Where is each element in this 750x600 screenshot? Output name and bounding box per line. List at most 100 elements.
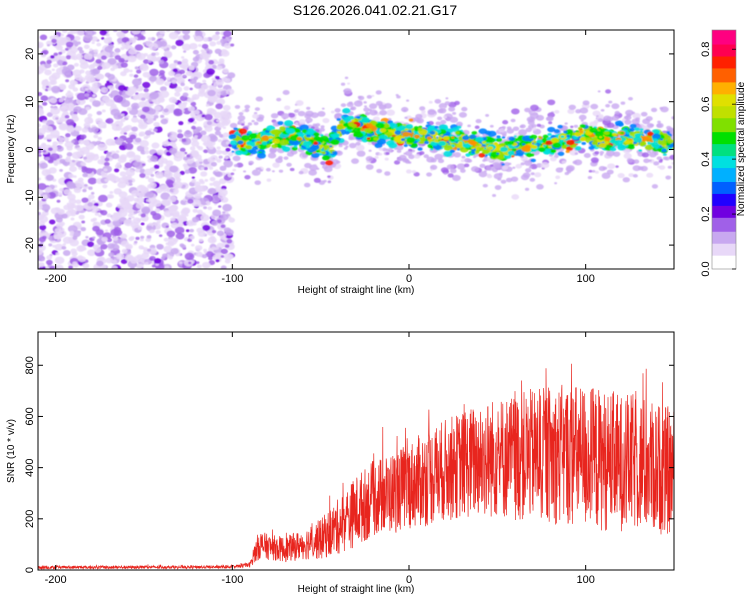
spectrogram-signal-halo — [413, 154, 421, 159]
spectrogram-signal-halo — [343, 88, 352, 95]
colorbar-cell — [712, 267, 736, 270]
spectrogram-noise-blob — [212, 209, 222, 217]
spectrogram-signal-halo — [566, 170, 572, 174]
spectrogram-noise-blob — [38, 70, 41, 75]
spectrogram-signal-halo — [283, 117, 286, 120]
spectrogram-noise-blob — [208, 145, 214, 150]
spectrogram-signal-blob — [529, 135, 534, 139]
spectrogram-noise-blob — [120, 46, 125, 51]
spectrogram-noise-blob — [55, 134, 61, 139]
spectrogram-signal-blob — [356, 115, 361, 119]
spectrogram-noise-blob — [87, 177, 97, 185]
spectrogram-noise-blob — [178, 121, 184, 126]
colorbar-cell — [712, 165, 736, 169]
spectrogram-noise-blob — [45, 174, 54, 181]
spectrogram-signal-blob — [547, 132, 552, 136]
spectrogram-signal-blob — [559, 139, 565, 143]
spectrogram-noise-blob — [134, 137, 142, 143]
spectrogram-noise-blob — [97, 73, 105, 80]
spectrogram-noise-blob — [188, 261, 192, 265]
spectrogram-noise-blob — [38, 248, 43, 256]
spectrogram-noise-blob — [55, 252, 60, 256]
spectrogram-signal-blob — [283, 120, 294, 127]
spectrogram-noise-blob — [206, 121, 213, 126]
spectrogram-noise-blob — [120, 258, 128, 265]
spectrogram-signal-halo — [520, 124, 526, 129]
colorbar-cell — [712, 167, 736, 171]
spectrogram-noise-blob — [153, 128, 158, 132]
spectrogram-noise-blob — [134, 66, 139, 70]
spectrogram-signal-halo — [572, 160, 578, 165]
spectrogram-noise-blob — [87, 241, 95, 248]
spectrogram-noise-blob — [71, 113, 78, 119]
spectrogram-signal-blob — [394, 130, 402, 135]
snr-series-line — [38, 363, 674, 570]
spectrogram-noise-blob — [216, 146, 221, 150]
spectrogram-noise-blob — [106, 80, 110, 84]
spectrogram-signal-blob — [246, 133, 250, 136]
spectrogram-signal-halo — [386, 109, 396, 116]
spectrogram-noise-blob — [104, 219, 111, 224]
colorbar-ticks: 0.0 0.2 0.4 0.6 0.8 — [700, 42, 736, 277]
spectrogram-signal-halo — [662, 156, 668, 160]
spectrogram-noise-blob — [205, 103, 210, 107]
spectrogram-signal-blob — [256, 136, 261, 139]
spectrogram-noise-blob — [200, 130, 207, 136]
spectrogram-signal-halo — [237, 115, 246, 121]
spectrogram-signal-halo — [525, 127, 532, 133]
spectrogram-signal-halo — [614, 110, 620, 115]
colorbar-cell — [712, 193, 736, 196]
spectrogram-noise-blob — [38, 177, 42, 181]
spectrogram-signal-halo — [238, 112, 244, 116]
spectrogram-signal-blob — [279, 126, 286, 131]
spectrogram-noise-blob — [100, 87, 109, 93]
spectrogram-signal-halo — [669, 154, 674, 160]
spectrogram-signal-blob — [465, 145, 470, 148]
spectrogram-signal-halo — [428, 100, 433, 104]
spectrogram-noise-blob — [211, 64, 217, 69]
spectrogram-signal-halo — [281, 113, 290, 119]
spectrogram-signal-blob — [604, 137, 611, 142]
spectrogram-noise-blob — [103, 161, 110, 167]
spectrogram-signal-blob — [550, 137, 560, 144]
colorbar-cell — [712, 189, 736, 192]
spectrogram-signal-halo — [440, 167, 449, 173]
colorbar-cell — [712, 95, 736, 99]
spectrogram-noise-blob — [87, 249, 96, 257]
spectrogram-noise-blob — [41, 124, 49, 130]
spectrogram-signal-halo — [524, 187, 530, 191]
spectrogram-noise-blob — [76, 245, 86, 252]
spectrogram-signal-halo — [368, 149, 372, 152]
spectrogram-signal-halo — [243, 170, 247, 173]
spectrogram-noise-blob — [193, 76, 199, 81]
spectrogram-signal-halo — [303, 182, 311, 188]
colorbar-cell — [712, 211, 736, 214]
spectrogram-signal-halo — [506, 128, 515, 134]
spectrogram-noise-blob — [206, 49, 213, 55]
spectrogram-signal-blob — [258, 144, 267, 150]
spectrogram-signal-blob — [430, 141, 437, 146]
spectrogram-noise-blob — [123, 126, 129, 131]
spectrogram-noise-blob — [54, 264, 64, 269]
spectrogram-signal-halo — [320, 161, 326, 166]
spectrogram-signal-halo — [620, 101, 626, 105]
spectrogram-noise-blob — [215, 76, 220, 80]
spectrogram-noise-blob — [148, 114, 155, 119]
colorbar-cell — [712, 247, 736, 250]
spectrogram-noise-blob — [64, 114, 70, 119]
colorbar-cell — [712, 105, 736, 109]
spectrogram-signal-blob — [511, 148, 517, 152]
spectrogram-signal-halo — [348, 136, 354, 141]
spectrogram-signal-blob — [458, 141, 463, 144]
spectrogram-signal-halo — [449, 168, 457, 174]
spectrogram-noise-blob — [158, 234, 163, 237]
spectrogram-signal-blob — [481, 140, 487, 144]
spectrogram-noise-blob — [57, 230, 67, 238]
spectrogram-noise-blob — [214, 130, 222, 136]
spectrogram-noise-blob — [187, 97, 194, 103]
spectrogram-signal-blob — [252, 146, 258, 151]
spectrogram-signal-halo — [356, 150, 366, 157]
spectrogram-noise-blob — [227, 152, 234, 157]
spectrogram-signal-halo — [486, 173, 491, 177]
spectrogram-signal-halo — [659, 106, 664, 110]
